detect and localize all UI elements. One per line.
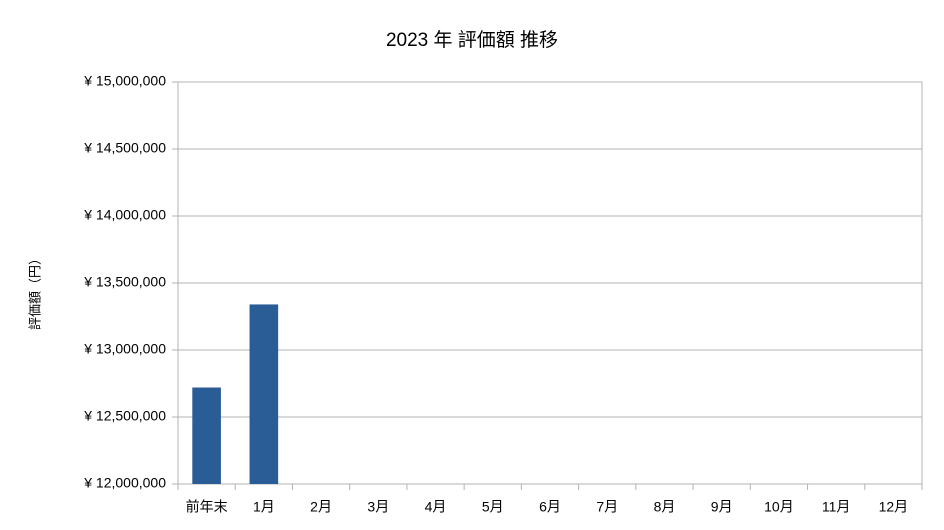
y-tick-label: ¥ 13,000,000	[83, 341, 166, 357]
y-tick-label: ¥ 15,000,000	[83, 73, 166, 89]
x-tick-label: 前年末	[186, 499, 228, 515]
x-tick-label: 9月	[711, 499, 733, 515]
y-tick-label: ¥ 13,500,000	[83, 274, 166, 290]
bar	[192, 387, 221, 484]
x-tick-label: 8月	[654, 499, 676, 515]
bar	[249, 304, 279, 484]
y-tick-label: ¥ 12,500,000	[83, 408, 166, 424]
x-tick-label: 10月	[764, 499, 794, 515]
x-tick-label: 11月	[822, 499, 851, 515]
y-tick-label: ¥ 14,500,000	[83, 140, 166, 156]
x-tick-label: 7月	[596, 499, 618, 515]
x-tick-label: 12月	[879, 499, 909, 515]
y-tick-label: ¥ 14,000,000	[83, 207, 166, 223]
x-tick-label: 5月	[482, 499, 504, 515]
x-tick-label: 3月	[367, 499, 389, 515]
y-axis-label: 評価額（円）	[27, 252, 42, 330]
x-tick-label: 6月	[539, 499, 561, 515]
x-tick-label: 1月	[253, 499, 275, 515]
chart-title: 2023 年 評価額 推移	[386, 29, 558, 51]
x-tick-label: 4月	[425, 499, 447, 515]
x-tick-label: 2月	[310, 499, 332, 515]
y-tick-label: ¥ 12,000,000	[83, 475, 166, 491]
